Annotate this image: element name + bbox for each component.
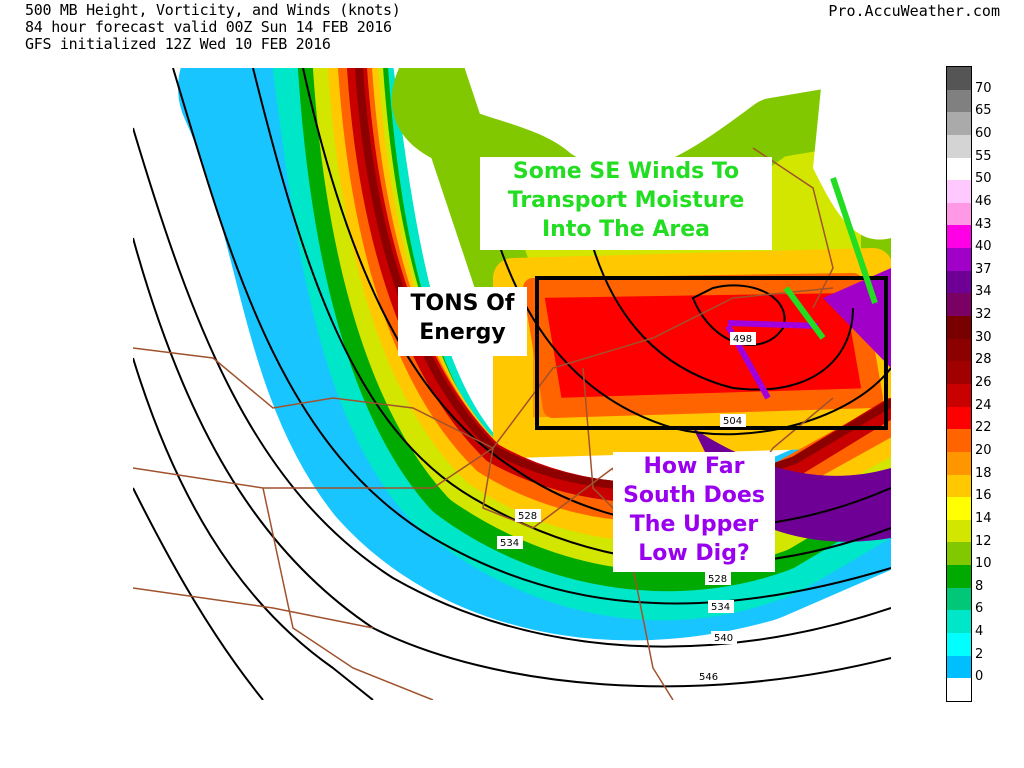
color-scale-label: 18 bbox=[975, 465, 992, 481]
arrow-north-icon bbox=[830, 177, 878, 304]
contour-label: 528 bbox=[518, 511, 537, 522]
focus-box bbox=[535, 276, 888, 430]
color-scale-bin bbox=[947, 134, 971, 158]
color-scale-bin bbox=[947, 497, 971, 520]
annotation-line: Into The Area bbox=[541, 217, 711, 242]
color-scale-bin bbox=[947, 202, 971, 226]
color-scale-label: 22 bbox=[975, 420, 992, 436]
color-scale-label: 46 bbox=[975, 193, 992, 209]
contour-label: 504 bbox=[723, 416, 742, 427]
color-scale-bin bbox=[947, 406, 971, 430]
color-scale-label: 50 bbox=[975, 171, 992, 187]
energy-annotation: TONS Of Energy bbox=[398, 287, 527, 356]
contour-label: 528 bbox=[708, 574, 727, 585]
color-scale-label: 70 bbox=[975, 80, 992, 96]
contour-labels: 528 534 528 534 540 546 504 498 bbox=[497, 332, 756, 683]
contour-label: 534 bbox=[711, 602, 730, 613]
color-scale-label: 55 bbox=[975, 148, 992, 164]
color-scale-bin bbox=[947, 474, 971, 498]
color-scale-bin bbox=[947, 157, 971, 181]
arrow-east-icon bbox=[727, 320, 819, 329]
color-scale-label: 40 bbox=[975, 239, 992, 255]
color-scale-label: 37 bbox=[975, 261, 992, 277]
color-scale-bin bbox=[947, 633, 971, 656]
contour-label: 498 bbox=[733, 334, 752, 345]
color-scale-bin bbox=[947, 225, 971, 249]
color-scale-bin bbox=[947, 610, 971, 634]
color-scale-label: 28 bbox=[975, 352, 992, 368]
annotation-line: How Far bbox=[643, 454, 745, 479]
color-scale-label: 60 bbox=[975, 125, 992, 141]
chart-title: 500 MB Height, Vorticity, and Winds (kno… bbox=[25, 1, 401, 19]
color-scale-bin bbox=[947, 451, 971, 475]
color-scale-bin bbox=[947, 89, 971, 113]
color-scale-bin bbox=[947, 383, 971, 407]
color-scale-bin bbox=[947, 361, 971, 384]
color-scale-bin bbox=[947, 67, 971, 90]
forecast-valid-time: 84 hour forecast valid 00Z Sun 14 FEB 20… bbox=[25, 18, 392, 36]
contour-label: 534 bbox=[500, 538, 519, 549]
color-scale-bin bbox=[947, 270, 971, 294]
color-scale-bin bbox=[947, 542, 971, 566]
color-scale-label: 6 bbox=[975, 601, 984, 617]
color-scale-bin bbox=[947, 338, 971, 362]
color-scale-label: 26 bbox=[975, 375, 992, 390]
color-scale-label: 2 bbox=[975, 646, 984, 662]
color-scale-label: 24 bbox=[975, 397, 992, 413]
color-scale-label: 4 bbox=[975, 624, 984, 640]
annotation-line: TONS Of bbox=[410, 291, 515, 316]
color-scale-bin bbox=[947, 565, 971, 588]
site-name: Pro.AccuWeather.com bbox=[828, 2, 1000, 20]
color-scale-bin bbox=[947, 316, 971, 339]
annotation-line: Energy bbox=[419, 320, 506, 345]
annotation-line: South Does bbox=[623, 483, 765, 508]
color-scale-bar bbox=[946, 66, 972, 702]
annotation-line: Low Dig? bbox=[638, 541, 750, 566]
contour-label: 540 bbox=[714, 633, 733, 644]
color-scale-label: 43 bbox=[975, 216, 992, 232]
color-scale-label: 12 bbox=[975, 533, 992, 549]
color-scale-bin bbox=[947, 587, 971, 611]
color-scale-label: 16 bbox=[975, 488, 992, 504]
color-scale-bin bbox=[947, 293, 971, 317]
color-scale-bin bbox=[947, 655, 971, 679]
dig-annotation: How Far South Does The Upper Low Dig? bbox=[613, 452, 775, 572]
color-scale-bin bbox=[947, 112, 971, 135]
color-scale-label: 65 bbox=[975, 103, 992, 119]
moisture-annotation: Some SE Winds To Transport Moisture Into… bbox=[480, 157, 772, 250]
color-scale-label: 8 bbox=[975, 578, 984, 594]
contour-label: 546 bbox=[699, 672, 718, 683]
color-scale-bin bbox=[947, 248, 971, 271]
color-scale-label: 34 bbox=[975, 284, 992, 300]
annotation-line: Some SE Winds To bbox=[512, 159, 740, 184]
arrow-northwest-icon bbox=[783, 286, 826, 340]
color-scale-label: 0 bbox=[975, 669, 984, 685]
color-scale-bin bbox=[947, 180, 971, 203]
annotation-line: Transport Moisture bbox=[507, 188, 745, 213]
color-scale-label: 10 bbox=[975, 556, 992, 572]
model-init-time: GFS initialized 12Z Wed 10 FEB 2016 bbox=[25, 35, 331, 53]
color-scale-bin bbox=[947, 519, 971, 543]
color-scale-label: 14 bbox=[975, 510, 992, 526]
annotation-line: The Upper bbox=[629, 512, 759, 537]
color-scale-label: 32 bbox=[975, 307, 992, 323]
color-scale-label: 20 bbox=[975, 442, 992, 458]
color-scale-bin bbox=[947, 429, 971, 452]
color-scale-bin bbox=[947, 678, 971, 701]
color-scale-label: 30 bbox=[975, 329, 992, 345]
